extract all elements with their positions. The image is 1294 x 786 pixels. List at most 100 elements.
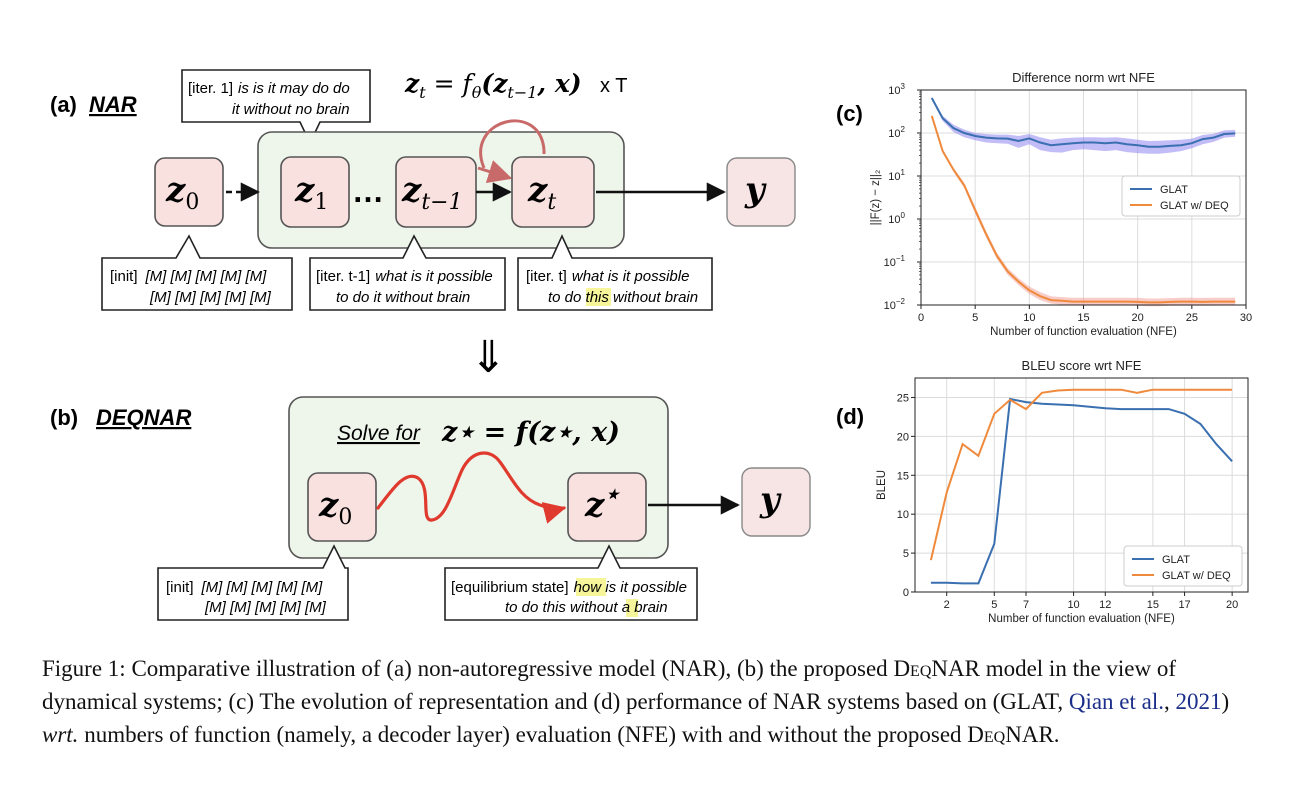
y-tick-label: 10−2 xyxy=(884,297,906,312)
y-tick-label: 101 xyxy=(888,168,905,183)
node-z0-deq: z0 xyxy=(307,472,377,542)
svg-text:[iter. t]what is it possible: [iter. t] what is it possible xyxy=(526,268,689,285)
deq-formula: z⋆ = f(z⋆, x) xyxy=(441,417,620,448)
figure-diagram: (a) NAR zt = fθ(zt−1, x) x T [iter. 1] is… xyxy=(50,69,1252,625)
legend: GLAT GLAT w/ DEQ xyxy=(1123,545,1243,587)
svg-text:zt−1: zt−1 xyxy=(401,170,463,215)
squiggle-arrow xyxy=(376,451,567,524)
bubble-init-nar: [init] [M] [M] [M] [M] [M] [M] [M] [M] [M… xyxy=(101,234,293,311)
panel-a: (a) NAR zt = fθ(zt−1, x) x T [iter. 1] is… xyxy=(50,69,796,311)
solve-for-label: Solve for xyxy=(337,422,421,445)
x-tick-label: 20 xyxy=(1226,599,1238,611)
panel-c-label: (c) xyxy=(836,101,863,126)
svg-text:z0: z0 xyxy=(165,170,199,215)
x-tick-label: 30 xyxy=(1240,312,1252,324)
legend-entry: GLAT w/ DEQ xyxy=(1162,570,1231,582)
bubble-iter1: [iter. 1] is is it may do do it without n… xyxy=(181,69,371,145)
series-line-glat xyxy=(930,397,1233,585)
loop-arrow xyxy=(479,119,546,169)
y-tick-label: 10−1 xyxy=(884,254,906,269)
y-tick-label: 0 xyxy=(903,587,909,599)
svg-text:[M] [M] [M] [M] [M]: [M] [M] [M] [M] [M] xyxy=(204,599,327,616)
chart-title: BLEU score wrt NFE xyxy=(1022,358,1142,373)
y-tick-label: 102 xyxy=(888,125,905,140)
x-tick-label: 0 xyxy=(918,312,924,324)
y-tick-label: 15 xyxy=(897,470,909,482)
svg-text:z1: z1 xyxy=(294,170,328,215)
loop-arrow-head xyxy=(477,160,513,184)
chart-title: Difference norm wrt NFE xyxy=(1012,70,1155,85)
y-tick-label: 20 xyxy=(897,431,909,443)
bubble-iter-t: [iter. t] what is it possible to do this … xyxy=(517,234,713,311)
y-tick-label: 100 xyxy=(888,211,905,226)
x-tick-label: 5 xyxy=(972,312,978,324)
svg-text:[init][M] [M] [M] [M] [M]: [init] [M] [M] [M] [M] [M] xyxy=(166,579,323,596)
svg-text:to do this without brain: to do this without brain xyxy=(548,289,698,306)
node-zt-minus-1: zt−1 xyxy=(395,156,477,228)
citation-link[interactable]: Qian et al. xyxy=(1068,689,1164,714)
nar-iterations-label: x T xyxy=(600,75,627,97)
legend-entry: GLAT xyxy=(1160,184,1188,196)
svg-text:[equilibrium state]how is it p: [equilibrium state] how is it possible xyxy=(451,579,687,596)
x-tick-label: 12 xyxy=(1099,599,1111,611)
node-z1: z1 xyxy=(280,156,350,228)
ellipsis: … xyxy=(352,173,384,209)
node-zt: zt xyxy=(511,156,595,228)
svg-text:to do this without a brain: to do this without a brain xyxy=(505,599,668,616)
figure-caption: Figure 1: Comparative illustration of (a… xyxy=(42,656,1230,747)
svg-text:z0: z0 xyxy=(318,485,352,530)
svg-text:to do it without brain: to do it without brain xyxy=(336,289,470,306)
svg-text:z⋆: z⋆ xyxy=(584,479,620,525)
svg-text:y: y xyxy=(744,170,767,210)
panel-a-label: (a) xyxy=(50,92,77,117)
chart-difference-norm: 0 5 10 15 20 25 30 10−2 10−1 100 101 102 103 Differen… xyxy=(870,70,1252,338)
x-tick-label: 5 xyxy=(991,599,997,611)
x-tick-label: 15 xyxy=(1147,599,1159,611)
nar-formula: zt = fθ(zt−1, x) xyxy=(404,69,582,102)
panel-b-label: (b) xyxy=(50,405,78,430)
panel-b: (b) DEQNAR Solve for z⋆ = f(z⋆, x) z0 z⋆… xyxy=(50,396,811,621)
x-tick-label: 10 xyxy=(1023,312,1035,324)
panel-d-label: (d) xyxy=(836,404,864,429)
caption-model-name-2: DeqNAR xyxy=(967,722,1054,747)
bubble-equilibrium: [equilibrium state] how is it possible to… xyxy=(444,544,698,621)
x-tick-label: 20 xyxy=(1132,312,1144,324)
y-tick-label: 5 xyxy=(903,548,909,560)
panel-a-name: NAR xyxy=(89,92,137,117)
series-line-glat-deq xyxy=(930,115,1236,304)
x-tick-label: 15 xyxy=(1077,312,1089,324)
series-line-glat-deq xyxy=(929,388,1233,561)
node-zstar: z⋆ xyxy=(567,472,647,542)
node-y-nar: y xyxy=(726,157,796,227)
x-tick-label: 2 xyxy=(944,599,950,611)
svg-text:[iter. t-1]what is it possible: [iter. t-1] what is it possible xyxy=(316,268,493,285)
legend-entry: GLAT xyxy=(1162,554,1190,566)
citation-year-link[interactable]: 2021 xyxy=(1175,689,1222,714)
panel-b-name: DEQNAR xyxy=(96,405,191,430)
series-line-glat xyxy=(930,97,1236,148)
x-tick-label: 10 xyxy=(1067,599,1079,611)
down-arrow: ⇓ xyxy=(470,333,507,382)
x-axis-label: Number of function evaluation (NFE) xyxy=(990,326,1177,338)
y-tick-label: 10 xyxy=(897,509,909,521)
y-axis-label: BLEU xyxy=(876,470,888,500)
y-tick-label: 103 xyxy=(888,82,905,97)
legend: GLAT GLAT w/ DEQ xyxy=(1121,175,1241,217)
plot-frame xyxy=(914,377,1249,593)
node-z0-nar: z0 xyxy=(154,157,224,227)
x-tick-label: 17 xyxy=(1178,599,1190,611)
x-tick-label: 7 xyxy=(1023,599,1029,611)
x-axis-label: Number of function evaluation (NFE) xyxy=(988,613,1175,625)
y-axis-label: ||F(z) − z||₂ xyxy=(870,170,882,226)
svg-text:it without no brain: it without no brain xyxy=(232,101,350,118)
bubble-init-deq: [init] [M] [M] [M] [M] [M] [M] [M] [M] [M… xyxy=(157,544,349,621)
bubble-iter-t-minus-1: [iter. t-1] what is it possible to do it … xyxy=(309,234,506,311)
node-y-deq: y xyxy=(741,467,811,537)
x-tick-label: 25 xyxy=(1186,312,1198,324)
svg-text:[M] [M] [M] [M] [M]: [M] [M] [M] [M] [M] xyxy=(149,289,272,306)
caption-model-name: DeqNAR xyxy=(893,656,980,681)
legend-entry: GLAT w/ DEQ xyxy=(1160,200,1229,212)
svg-text:zt: zt xyxy=(527,170,556,215)
y-tick-label: 25 xyxy=(897,392,909,404)
